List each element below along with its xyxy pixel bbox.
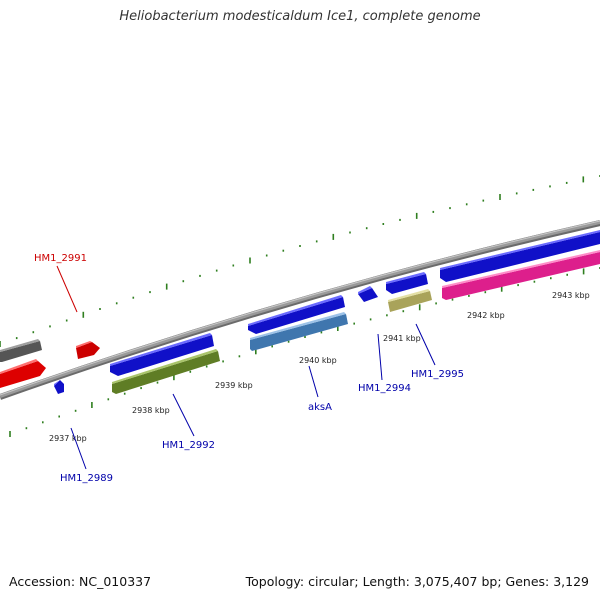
gene-gray-left[interactable] [0,339,42,362]
leader-line-hm1-2994 [377,333,383,381]
gene-pink-right[interactable] [442,250,600,300]
gene-label-hm1-2991[interactable]: HM1_2991 [34,253,87,264]
scale-label-2937: 2937 kbp [49,434,87,443]
gene-label-hm1-2992[interactable]: HM1_2992 [162,440,215,451]
leader-line-hm1-2995 [415,323,436,366]
gene-hm1-2989[interactable] [54,380,64,394]
outer-tick-marks [0,175,600,347]
scale-label-2938: 2938 kbp [132,406,170,415]
scale-label-2942: 2942 kbp [467,311,505,320]
gene-aksA[interactable] [250,312,348,351]
map-title: Heliobacterium modesticaldum Ice1, compl… [119,9,481,24]
inner-tick-marks [9,267,600,437]
scale-label-2941: 2941 kbp [383,334,421,343]
gene-hm1-2992-upper[interactable] [110,333,214,376]
gene-hm1-2994-upper[interactable] [358,286,378,302]
gene-hm1-2991[interactable] [76,341,100,359]
gene-red-left[interactable] [0,359,46,388]
leader-line-hm1-2992 [172,393,195,437]
gene-hm1-2994-lower[interactable] [388,289,432,312]
gene-hm1-2995-upper[interactable] [386,272,428,294]
leader-line-hm1-2991 [56,265,78,313]
gene-label-hm1-2995[interactable]: HM1_2995 [411,369,464,380]
genome-summary-text: Topology: circular; Length: 3,075,407 bp… [245,574,589,589]
scale-label-2943: 2943 kbp [552,291,590,300]
accession-text: Accession: NC_010337 [9,574,152,589]
scale-label-2939: 2939 kbp [215,381,253,390]
gene-label-hm1-2989[interactable]: HM1_2989 [60,473,113,484]
scale-label-2940: 2940 kbp [299,356,337,365]
leader-line-hm1-2989 [70,427,87,470]
gene-hm1-2992-lower[interactable] [112,349,220,394]
gene-label-aksA[interactable]: aksA [308,402,332,413]
genome-backbone [0,220,600,400]
gene-label-hm1-2994[interactable]: HM1_2994 [358,383,411,394]
gene-upper-blue-2940[interactable] [248,295,345,334]
leader-line-aksA [308,365,319,398]
gene-upper-blue-right[interactable] [440,230,600,282]
